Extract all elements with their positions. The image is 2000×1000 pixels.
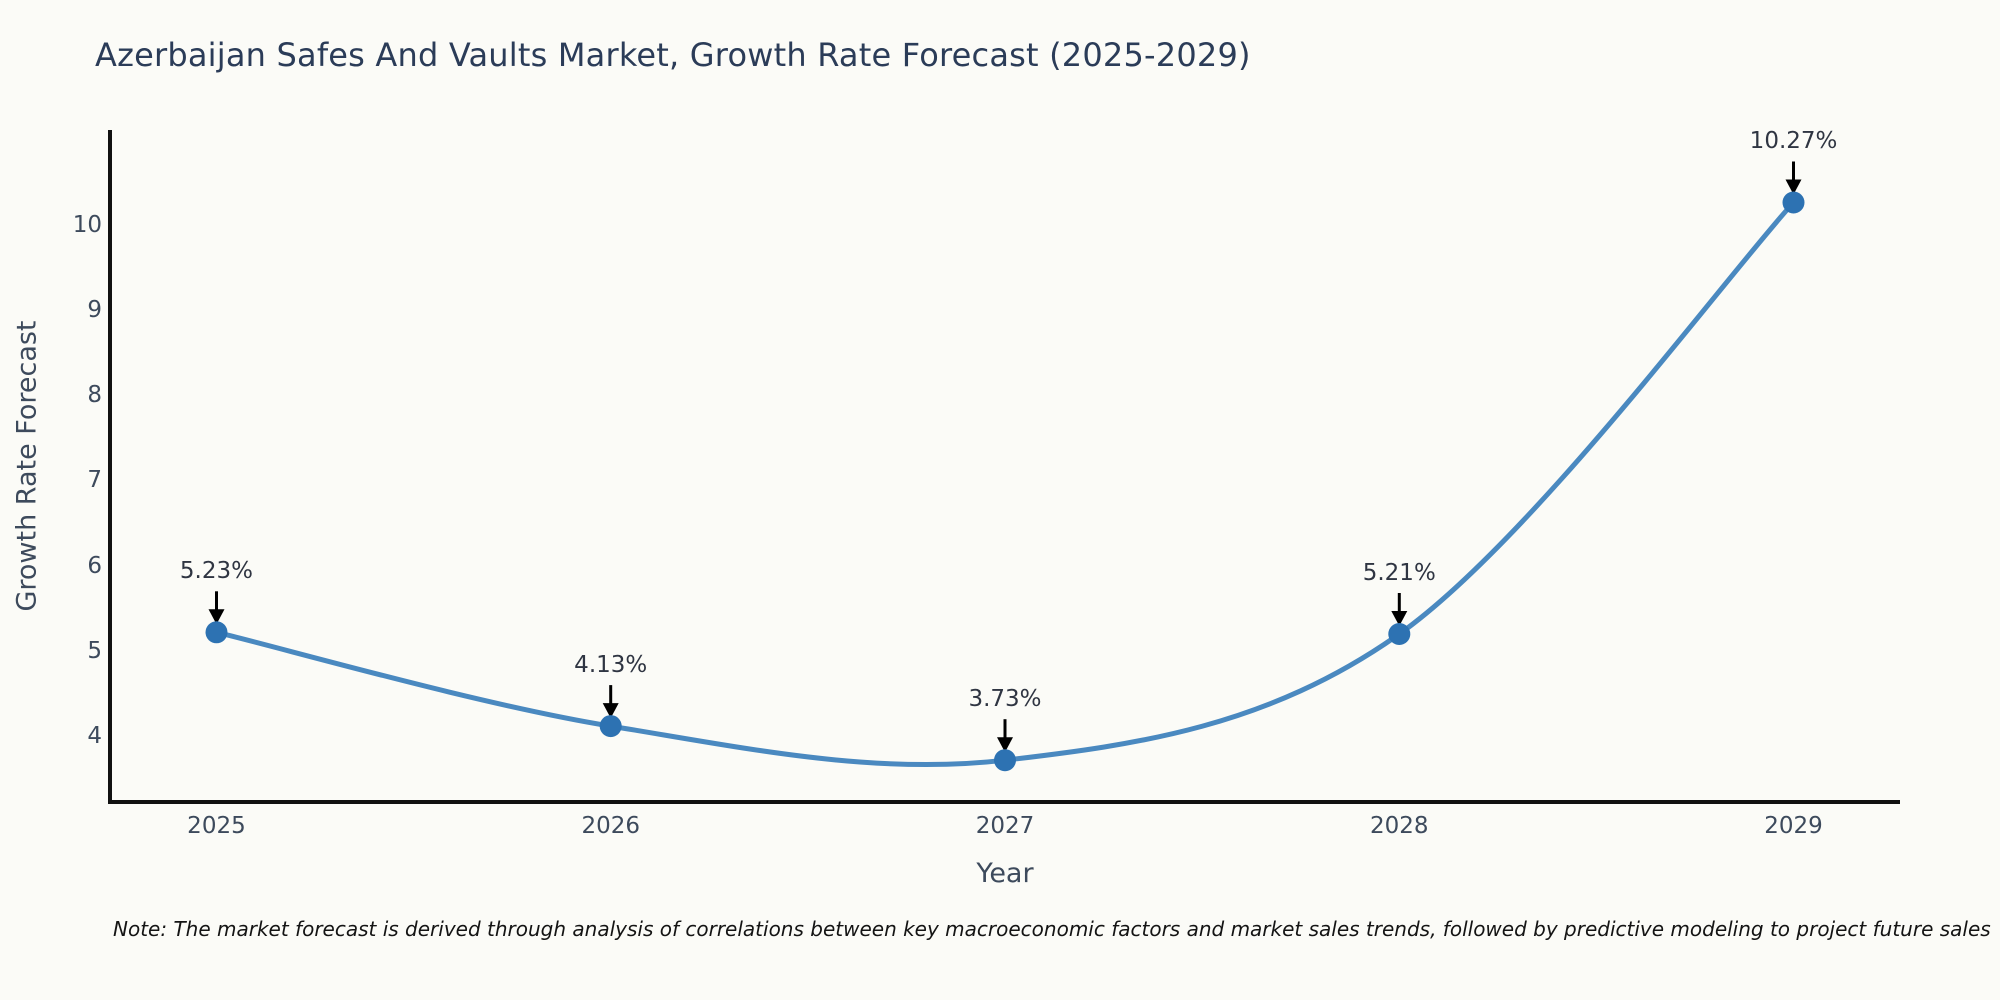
annotation-arrow-head [602,703,619,719]
x-tick-label: 2025 [187,813,246,839]
x-tick-label: 2029 [1764,813,1823,839]
annotation-arrow-head [208,609,225,625]
y-tick-label: 9 [87,296,102,323]
y-tick-label: 4 [87,723,102,750]
data-point-marker [205,621,228,644]
data-point-label: 4.13% [574,652,648,679]
trend-line [214,200,1796,768]
y-tick-label: 5 [87,637,102,664]
data-point-label: 5.23% [179,558,253,585]
annotation-arrow-head [997,737,1013,753]
y-tick-label: 8 [87,382,102,409]
annotation-arrow-head [1785,179,1802,195]
annotation-arrow-head [1391,611,1408,626]
x-tick-label: 2026 [581,813,640,839]
chart-title: Azerbaijan Safes And Vaults Market, Grow… [95,36,1251,74]
data-point-label: 10.27% [1749,128,1838,155]
x-tick-label: 2028 [1369,813,1429,839]
data-point-marker [599,715,622,738]
y-tick-label: 6 [87,552,102,579]
x-axis-title: Year [976,858,1034,889]
data-point-marker [994,749,1016,772]
x-tick-label: 2027 [975,813,1035,839]
data-point-marker [1388,623,1411,645]
y-tick-label: 7 [87,467,102,494]
data-point-marker [1782,191,1805,214]
data-point-label: 3.73% [968,686,1042,713]
y-tick-label: 10 [72,211,102,238]
footnote: Note: The market forecast is derived thr… [113,917,1991,941]
data-point-label: 5.21% [1362,560,1436,586]
